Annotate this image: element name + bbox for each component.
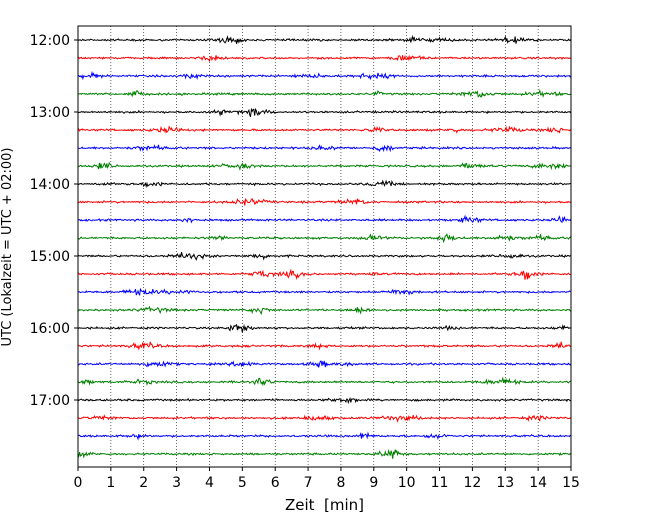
y-tick-label: 13:00 [30, 105, 70, 121]
trace-line [77, 323, 572, 333]
x-tick-label: 14 [529, 475, 547, 491]
trace-line [77, 107, 572, 118]
x-tick-label: 12 [463, 475, 481, 491]
y-tick-label: 15:00 [30, 249, 70, 265]
x-tick-label: 9 [369, 475, 378, 491]
x-tick-label: 3 [172, 475, 181, 491]
trace-line [77, 70, 572, 81]
x-tick-label: 15 [562, 475, 580, 491]
x-tick-label: 10 [398, 475, 416, 491]
y-tick-label: 16:00 [30, 321, 70, 337]
x-tick-label: 2 [139, 475, 148, 491]
trace-line [77, 360, 572, 368]
trace-line [77, 341, 572, 351]
y-tick-label: 17:00 [30, 393, 70, 409]
trace-line [77, 144, 572, 153]
trace-line [77, 449, 572, 459]
trace-line [77, 376, 572, 387]
trace-line [77, 88, 572, 98]
trace-line [77, 214, 572, 224]
plot-frame [77, 25, 572, 468]
x-tick-label: 0 [74, 475, 83, 491]
y-tick-label: 12:00 [30, 33, 70, 49]
trace-line [77, 34, 572, 44]
trace-line [77, 305, 572, 316]
trace-line [77, 54, 571, 63]
y-axis: 12:00 13:00 14:00 15:00 16:00 17:00 [30, 33, 78, 409]
x-tick-label: 13 [496, 475, 514, 491]
x-tick-label: 11 [431, 475, 449, 491]
trace-line [77, 414, 572, 423]
x-tick-label: 4 [205, 475, 214, 491]
x-tick-label: 1 [106, 475, 115, 491]
x-tick-label: 5 [238, 475, 247, 491]
x-tick-label: 6 [271, 475, 280, 491]
trace-line [77, 179, 572, 189]
x-tick-label: 7 [304, 475, 313, 491]
trace-line [77, 251, 572, 261]
y-axis-label: UTC (Lokalzeit = UTC + 02:00) [0, 148, 15, 347]
trace-line [77, 431, 572, 441]
y-tick-label: 14:00 [30, 177, 70, 193]
trace-line [77, 268, 572, 281]
x-axis-label: Zeit [min] [285, 496, 364, 514]
x-axis: 0 1 2 3 4 5 6 7 8 9 10 11 12 13 14 15 [74, 467, 580, 491]
trace-line [77, 161, 572, 171]
grid-lines [110, 26, 539, 467]
trace-line [77, 396, 572, 405]
trace-line [77, 125, 572, 134]
trace-line [77, 233, 572, 244]
trace-group [77, 34, 572, 459]
trace-line [77, 287, 572, 296]
x-tick-label: 8 [336, 475, 345, 491]
trace-line [77, 197, 572, 206]
